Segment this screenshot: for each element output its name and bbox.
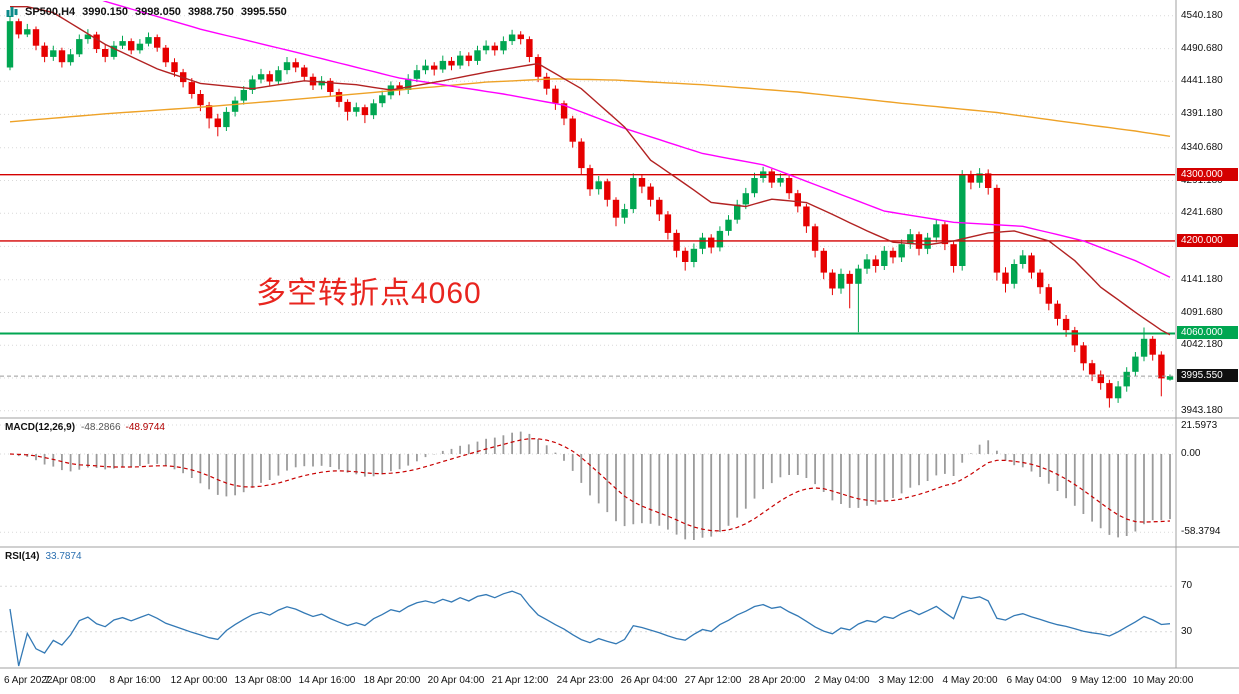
price-tick-label: 4391.180 bbox=[1181, 108, 1223, 119]
price-tick-label: 4241.680 bbox=[1181, 207, 1223, 218]
price-badge: 4200.000 bbox=[1177, 234, 1238, 247]
time-label: 6 Apr 2022 bbox=[4, 675, 53, 686]
ohlc-high: 3998.050 bbox=[135, 6, 181, 18]
time-label: 28 Apr 20:00 bbox=[748, 675, 806, 686]
price-badge: 4060.000 bbox=[1177, 326, 1238, 339]
macd-axis-label: 21.5973 bbox=[1181, 420, 1218, 431]
time-label: 20 Apr 04:00 bbox=[427, 675, 485, 686]
chart-annotation-text: 多空转折点4060 bbox=[256, 277, 482, 310]
time-label: 8 Apr 16:00 bbox=[109, 675, 161, 686]
price-tick-label: 4490.680 bbox=[1181, 43, 1223, 54]
macd-axis-label: 0.00 bbox=[1181, 448, 1201, 459]
time-label: 10 May 20:00 bbox=[1132, 675, 1194, 686]
chart-header: SP500,H4 3990.150 3998.050 3988.750 3995… bbox=[6, 6, 287, 18]
symbol-timeframe-label: SP500,H4 bbox=[25, 6, 76, 18]
rsi-value: 33.7874 bbox=[45, 551, 82, 562]
price-tick-label: 4340.680 bbox=[1181, 142, 1223, 153]
ohlc-close: 3995.550 bbox=[240, 6, 287, 18]
price-badge: 4300.000 bbox=[1177, 168, 1238, 181]
time-label: 27 Apr 12:00 bbox=[684, 675, 742, 686]
time-label: 7 Apr 08:00 bbox=[44, 675, 96, 686]
ohlc-open: 3990.150 bbox=[82, 6, 129, 18]
macd-signal-value: -48.9744 bbox=[125, 422, 165, 433]
price-badge: 3995.550 bbox=[1177, 369, 1238, 382]
rsi-indicator-name: RSI(14) bbox=[5, 551, 40, 562]
macd-axis-label: -58.3794 bbox=[1181, 526, 1221, 537]
time-label: 2 May 04:00 bbox=[814, 675, 870, 686]
chart-icon bbox=[6, 6, 18, 18]
price-tick-label: 4091.680 bbox=[1181, 307, 1223, 318]
macd-panel-label: MACD(12,26,9) -48.2866 -48.9744 bbox=[5, 422, 165, 433]
price-tick-label: 4441.180 bbox=[1181, 75, 1223, 86]
ohlc-low: 3988.750 bbox=[187, 6, 234, 18]
price-tick-label: 3943.180 bbox=[1181, 405, 1223, 416]
time-label: 14 Apr 16:00 bbox=[298, 675, 356, 686]
time-label: 26 Apr 04:00 bbox=[620, 675, 678, 686]
time-label: 21 Apr 12:00 bbox=[491, 675, 549, 686]
rsi-axis-label: 30 bbox=[1181, 626, 1193, 637]
time-label: 4 May 20:00 bbox=[942, 675, 998, 686]
price-tick-label: 4540.180 bbox=[1181, 10, 1223, 21]
time-label: 6 May 04:00 bbox=[1006, 675, 1062, 686]
time-label: 13 Apr 08:00 bbox=[234, 675, 292, 686]
rsi-panel-label: RSI(14) 33.7874 bbox=[5, 551, 82, 562]
rsi-axis-label: 70 bbox=[1181, 580, 1193, 591]
time-label: 24 Apr 23:00 bbox=[556, 675, 614, 686]
time-label: 3 May 12:00 bbox=[878, 675, 934, 686]
price-tick-label: 4042.180 bbox=[1181, 339, 1223, 350]
price-tick-label: 4141.180 bbox=[1181, 274, 1223, 285]
time-label: 18 Apr 20:00 bbox=[363, 675, 421, 686]
macd-indicator-name: MACD(12,26,9) bbox=[5, 422, 76, 433]
time-label: 12 Apr 00:00 bbox=[170, 675, 228, 686]
time-label: 9 May 12:00 bbox=[1071, 675, 1127, 686]
macd-main-value: -48.2866 bbox=[81, 422, 121, 433]
